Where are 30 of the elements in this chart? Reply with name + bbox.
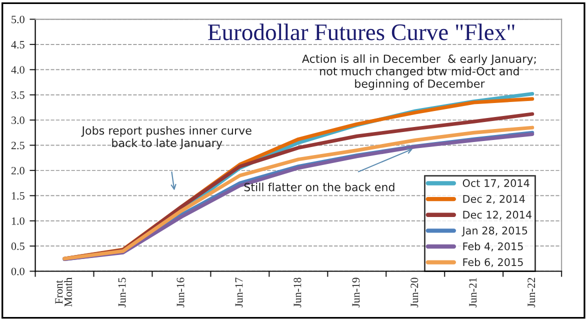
y-tick-label: 0.0 <box>11 268 24 276</box>
annotation: Still flatter on the back end <box>244 182 394 192</box>
x-tick-label: Jun-20 <box>410 278 418 308</box>
x-tick-label: Jun-17 <box>235 278 243 308</box>
annotation: Jobs report pushes inner curve back to late January <box>81 126 252 150</box>
y-tick-label: 3.0 <box>12 116 24 124</box>
x-tick-label: Jun-22 <box>528 278 536 308</box>
x-tick-label: Jun-21 <box>469 278 477 308</box>
legend-label: Feb 6, 2015 <box>463 258 523 268</box>
legend-label: Feb 4, 2015 <box>463 242 523 252</box>
x-tick-label: Front Month <box>55 277 72 307</box>
x-tick-label: Jun-18 <box>294 278 302 308</box>
x-tick-label: Jun-15 <box>118 278 126 308</box>
y-tick-label: 1.5 <box>12 192 24 200</box>
y-tick-label: 2.0 <box>11 166 24 174</box>
y-tick-label: 1.0 <box>12 217 24 225</box>
annotation: Action is all in December & early January; not much changed btw mid-Oct and beginning of December <box>302 54 536 90</box>
legend-label: Dec 12, 2014 <box>463 210 532 220</box>
legend-label: Jan 28, 2015 <box>462 226 528 236</box>
y-tick-label: 3.5 <box>12 91 24 99</box>
y-tick-label: 0.5 <box>11 242 24 250</box>
y-tick-label: 5.0 <box>12 16 24 24</box>
y-tick-label: 4.0 <box>11 66 24 74</box>
legend-label: Dec 2, 2014 <box>463 194 525 204</box>
chart-title: Eurodollar Futures Curve "Flex" <box>208 24 514 40</box>
x-tick-label: Jun-19 <box>352 278 360 308</box>
x-tick-label: Jun-16 <box>176 278 184 308</box>
legend-label: Oct 17, 2014 <box>462 179 530 188</box>
y-tick-label: 2.5 <box>11 142 24 150</box>
y-tick-label: 4.5 <box>11 41 24 48</box>
